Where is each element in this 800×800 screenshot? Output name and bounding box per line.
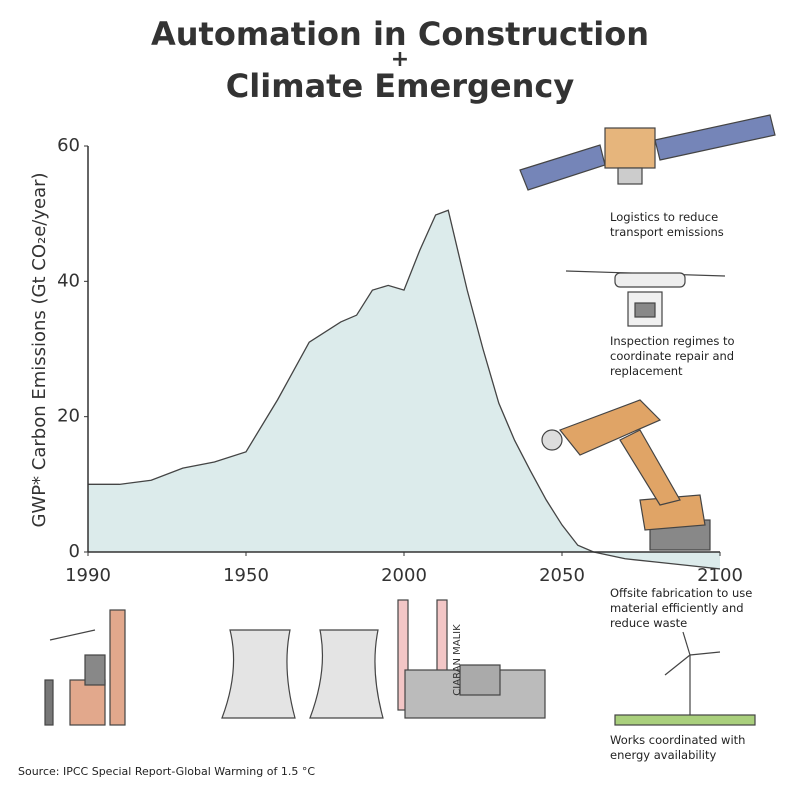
x-tick-label: 2000: [381, 565, 427, 586]
x-tick-label: 1990: [65, 565, 111, 586]
y-tick-label: 20: [57, 406, 80, 427]
annotation: Offsite fabrication to use material effi…: [610, 586, 753, 630]
chart-title: Climate Emergency: [226, 67, 575, 105]
y-tick-label: 0: [69, 541, 80, 562]
area: [88, 210, 720, 569]
annotation: Inspection regimes to coordinate repair …: [610, 334, 735, 378]
robot-arm: [541, 399, 711, 551]
y-axis-label: GWP* Carbon Emissions (Gt CO₂e/year): [29, 172, 50, 527]
chart-title: +: [391, 47, 409, 72]
source: Source: IPCC Special Report-Global Warmi…: [18, 765, 315, 778]
wind-turbine: [614, 631, 756, 726]
x-tick-label: 1950: [223, 565, 269, 586]
credit: CIARAN MALIK: [452, 624, 463, 696]
y-tick-label: 60: [57, 135, 80, 156]
annotation: Logistics to reduce transport emissions: [610, 210, 724, 239]
x-tick-label: 2050: [539, 565, 585, 586]
chart-title: Automation in Construction: [151, 15, 649, 53]
power-plant: [221, 599, 546, 719]
x-tick-label: 2100: [697, 565, 743, 586]
drone: [565, 270, 726, 327]
satellite: [519, 114, 776, 191]
line: [88, 209, 721, 570]
annotation: Works coordinated with energy availabili…: [610, 733, 746, 762]
pump-jack: [44, 609, 126, 726]
y-tick-label: 40: [57, 270, 80, 291]
